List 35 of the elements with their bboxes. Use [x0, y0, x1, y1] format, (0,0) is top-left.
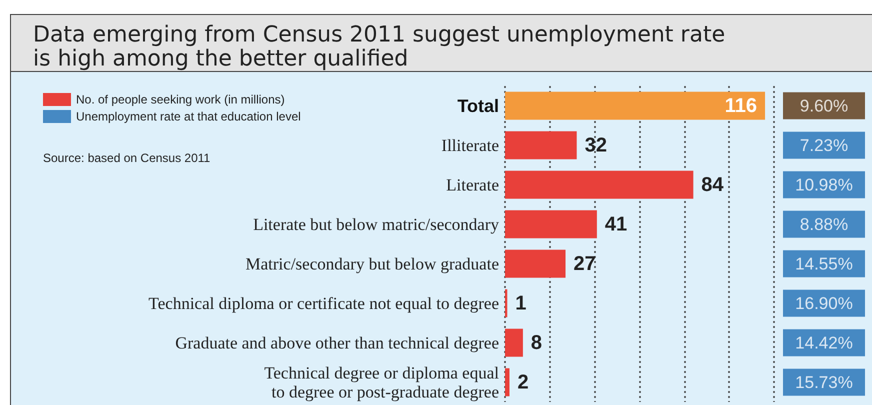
- bar: [505, 250, 566, 278]
- data-label: 116: [724, 94, 758, 117]
- data-label: 15.73%: [795, 372, 853, 392]
- y-tick-label: Technical degree or diploma equal to degree or post-graduate degree: [264, 363, 500, 402]
- bar: [505, 210, 597, 238]
- y-tick-label: Literate: [446, 175, 499, 194]
- y-tick-label: Illiterate: [441, 136, 499, 155]
- bar: [505, 131, 577, 160]
- y-tick-label: Technical diploma or certificate not equal to degree: [148, 294, 499, 313]
- data-label: 7.23%: [800, 136, 848, 155]
- data-label: 2: [517, 371, 529, 394]
- data-label: 14.42%: [795, 333, 853, 352]
- data-label: 8.88%: [800, 214, 848, 234]
- data-label: 27: [574, 252, 596, 275]
- data-label: 32: [584, 134, 607, 156]
- source-note: Source: based on Census 2011: [43, 151, 211, 165]
- bar: [505, 170, 694, 199]
- y-tick-label: Literate but below matric/secondary: [253, 214, 500, 234]
- bar: [505, 368, 510, 396]
- y-tick-label: Total: [457, 96, 499, 116]
- data-label: 10.98%: [795, 175, 853, 194]
- data-label: 84: [701, 174, 724, 196]
- y-tick-label: Graduate and above other than technical degree: [175, 333, 499, 352]
- legend-label: No. of people seeking work (in millions): [76, 92, 285, 106]
- data-label: 9.60%: [800, 96, 848, 116]
- data-label: 16.90%: [795, 294, 853, 313]
- chart-title: Data emerging from Census 2011 suggest unemployment rate is high among the better qualified: [33, 22, 732, 72]
- legend-label: Unemployment rate at that education level: [76, 110, 301, 124]
- bar: [505, 92, 766, 120]
- data-label: 8: [530, 332, 542, 354]
- data-label: 1: [515, 292, 526, 314]
- bar: [505, 328, 523, 357]
- data-label: 14.55%: [795, 254, 853, 274]
- y-tick-label: Matric/secondary but below graduate: [246, 254, 499, 274]
- data-label: 41: [604, 213, 628, 236]
